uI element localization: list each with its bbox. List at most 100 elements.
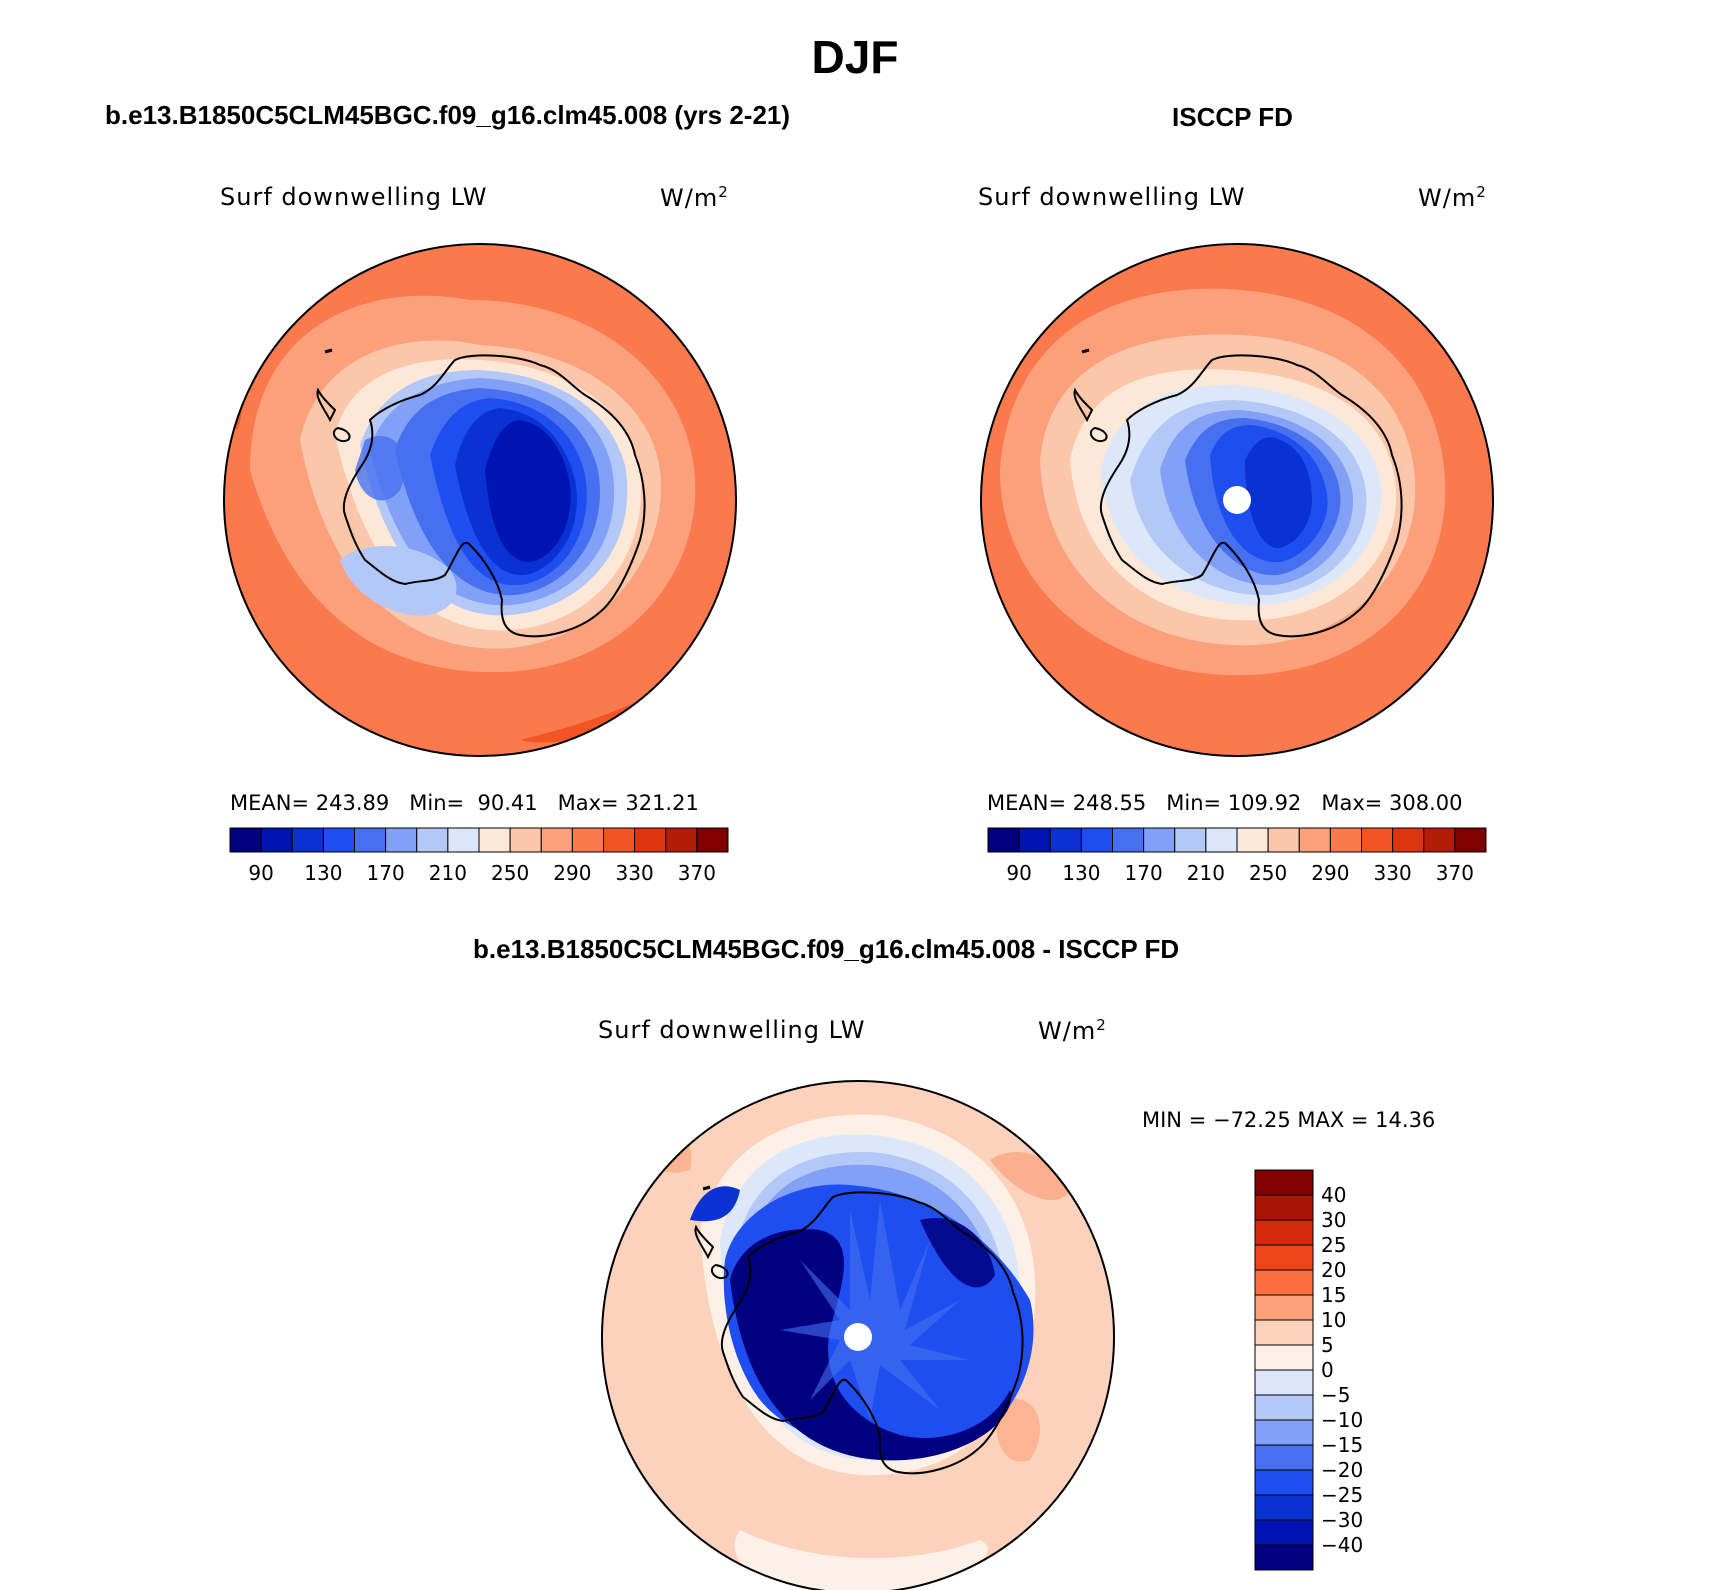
colorbar-swatch bbox=[665, 827, 698, 853]
colorbar-panel-1: 90 130 170 210 250 290 330 370 bbox=[229, 827, 729, 885]
colorbar-tick-label: −30 bbox=[1321, 1508, 1363, 1532]
colorbar-tick-label: 10 bbox=[1321, 1308, 1346, 1332]
main-title: DJF bbox=[811, 31, 899, 83]
colorbar-swatch bbox=[1049, 827, 1082, 853]
colorbar-swatch bbox=[1254, 1219, 1314, 1246]
colorbar-swatch bbox=[571, 827, 604, 853]
panel-3-variable: Surf downwelling LW bbox=[598, 1016, 866, 1044]
panel-1-stats: MEAN= 243.89 Min= 90.41 Max= 321.21 bbox=[230, 791, 699, 815]
colorbar-tick-label: 25 bbox=[1321, 1233, 1346, 1257]
colorbar-swatch bbox=[603, 827, 636, 853]
panel-2-stats: MEAN= 248.55 Min= 109.92 Max= 308.00 bbox=[987, 791, 1463, 815]
panel-1-title: b.e13.B1850C5CLM45BGC.f09_g16.clm45.008 … bbox=[105, 100, 791, 130]
panel-3-minmax: MIN = −72.25 MAX = 14.36 bbox=[1142, 1108, 1436, 1132]
colorbar-swatch bbox=[1254, 1294, 1314, 1321]
panel-3-units: W/m2 bbox=[1038, 1016, 1107, 1045]
colorbar-tick-label: −10 bbox=[1321, 1408, 1363, 1432]
colorbar-swatch bbox=[416, 827, 449, 853]
colorbar-swatch bbox=[447, 827, 480, 853]
colorbar-swatch bbox=[1080, 827, 1113, 853]
colorbar-swatch bbox=[1254, 1269, 1314, 1296]
colorbar-swatch bbox=[1254, 1444, 1314, 1471]
colorbar-swatch bbox=[634, 827, 667, 853]
colorbar-swatch bbox=[478, 827, 511, 853]
colorbar-swatch bbox=[1254, 1394, 1314, 1421]
colorbar-tick-label: 370 bbox=[678, 861, 716, 885]
colorbar-tick-label: 5 bbox=[1321, 1333, 1334, 1357]
colorbar-tick-label: 170 bbox=[1125, 861, 1163, 885]
colorbar-tick-label: 90 bbox=[1006, 861, 1031, 885]
colorbar-swatch bbox=[987, 827, 1020, 853]
colorbar-tick-label: −5 bbox=[1321, 1383, 1350, 1407]
colorbar-tick-label: −20 bbox=[1321, 1458, 1363, 1482]
panel-1-units: W/m2 bbox=[660, 183, 729, 212]
colorbar-swatch bbox=[1143, 827, 1176, 853]
colorbar-tick-label: 90 bbox=[248, 861, 273, 885]
colorbar-swatch bbox=[322, 827, 355, 853]
colorbar-tick-label: 15 bbox=[1321, 1283, 1346, 1307]
colorbar-swatch bbox=[1423, 827, 1456, 853]
colorbar-swatch bbox=[1267, 827, 1300, 853]
colorbar-tick-label: 170 bbox=[367, 861, 405, 885]
colorbar-swatch bbox=[291, 827, 324, 853]
colorbar-tick-label: 30 bbox=[1321, 1208, 1346, 1232]
colorbar-tick-label: 210 bbox=[429, 861, 467, 885]
colorbar-swatch bbox=[1018, 827, 1051, 853]
colorbar-swatch bbox=[1254, 1244, 1314, 1271]
colorbar-swatch bbox=[1254, 1319, 1314, 1346]
colorbar-tick-label: −40 bbox=[1321, 1533, 1363, 1557]
panel-3-title: b.e13.B1850C5CLM45BGC.f09_g16.clm45.008 … bbox=[473, 934, 1180, 964]
colorbar-tick-label: 40 bbox=[1321, 1183, 1346, 1207]
colorbar-tick-label: −15 bbox=[1321, 1433, 1363, 1457]
colorbar-swatch bbox=[1329, 827, 1362, 853]
colorbar-swatch bbox=[1254, 1169, 1314, 1196]
colorbar-tick-label: −25 bbox=[1321, 1483, 1363, 1507]
colorbar-swatch bbox=[509, 827, 542, 853]
colorbar-swatch bbox=[1361, 827, 1394, 853]
colorbar-swatch bbox=[1236, 827, 1269, 853]
colorbar-swatch bbox=[1254, 1469, 1314, 1496]
colorbar-swatch bbox=[1254, 1494, 1314, 1521]
colorbar-tick-label: 210 bbox=[1187, 861, 1225, 885]
pole-hole bbox=[1223, 486, 1251, 514]
colorbar-swatch bbox=[354, 827, 387, 853]
colorbar-swatch bbox=[1254, 1419, 1314, 1446]
colorbar-tick-label: 0 bbox=[1321, 1358, 1334, 1382]
panel-1-variable: Surf downwelling LW bbox=[220, 183, 488, 211]
colorbar-swatch bbox=[696, 827, 729, 853]
colorbar-swatch bbox=[540, 827, 573, 853]
colorbar-swatch bbox=[1254, 1519, 1314, 1546]
colorbar-swatch bbox=[260, 827, 293, 853]
colorbar-tick-label: 370 bbox=[1436, 861, 1474, 885]
panel-2-title: ISCCP FD bbox=[1172, 102, 1293, 132]
colorbar-panel-2: 90 130 170 210 250 290 330 370 bbox=[987, 827, 1487, 885]
colorbar-swatch bbox=[1254, 1369, 1314, 1396]
panel-2-units: W/m2 bbox=[1418, 183, 1487, 212]
colorbar-tick-label: 20 bbox=[1321, 1258, 1346, 1282]
panel-2-variable: Surf downwelling LW bbox=[978, 183, 1246, 211]
pole-hole bbox=[844, 1323, 872, 1351]
colorbar-swatch bbox=[1174, 827, 1207, 853]
colorbar-tick-label: 250 bbox=[1249, 861, 1287, 885]
colorbar-tick-label: 330 bbox=[616, 861, 654, 885]
colorbar-swatch bbox=[1392, 827, 1425, 853]
colorbar-swatch bbox=[1298, 827, 1331, 853]
colorbar-swatch bbox=[1112, 827, 1145, 853]
colorbar-tick-label: 250 bbox=[491, 861, 529, 885]
colorbar-swatch bbox=[1254, 1194, 1314, 1221]
colorbar-tick-label: 130 bbox=[1062, 861, 1100, 885]
colorbar-swatch bbox=[1254, 1544, 1314, 1571]
colorbar-swatch bbox=[1454, 827, 1487, 853]
colorbar-tick-label: 130 bbox=[304, 861, 342, 885]
colorbar-swatch bbox=[1205, 827, 1238, 853]
colorbar-tick-label: 290 bbox=[1311, 861, 1349, 885]
colorbar-tick-label: 290 bbox=[553, 861, 591, 885]
colorbar-swatch bbox=[1254, 1344, 1314, 1371]
colorbar-swatch bbox=[385, 827, 418, 853]
colorbar-swatch bbox=[229, 827, 262, 853]
colorbar-tick-label: 330 bbox=[1374, 861, 1412, 885]
